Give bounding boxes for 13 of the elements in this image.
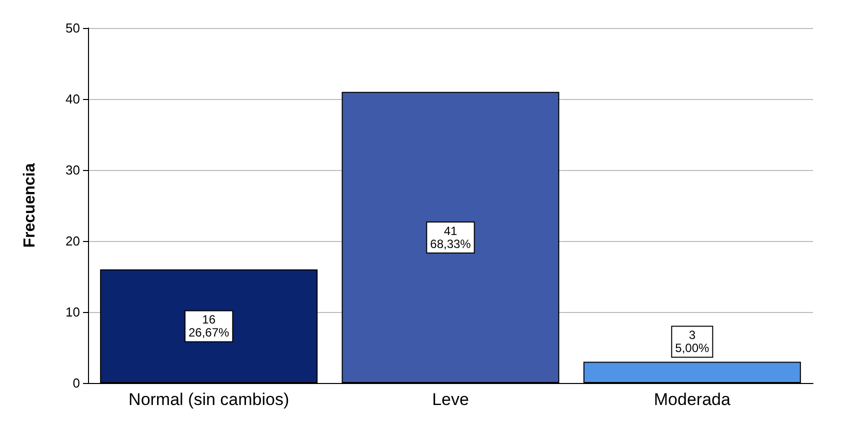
y-tick-label: 50: [66, 20, 80, 36]
y-tick-label: 40: [66, 92, 80, 106]
x-tick-label: Leve: [432, 390, 469, 409]
data-label: 16 26,67%: [188, 312, 230, 340]
y-tick-label: 10: [66, 304, 80, 320]
y-axis-title: Frecuencia: [22, 163, 38, 248]
y-tick-label: 30: [66, 162, 80, 178]
x-tick-label: Moderada: [654, 390, 731, 409]
y-tick-label: 0: [72, 376, 80, 390]
y-tick-label: 20: [66, 234, 80, 248]
data-label: 3 5,00%: [675, 328, 710, 356]
x-tick-label: Normal (sin cambios): [128, 390, 290, 409]
data-label: 41 68,33%: [430, 224, 472, 251]
